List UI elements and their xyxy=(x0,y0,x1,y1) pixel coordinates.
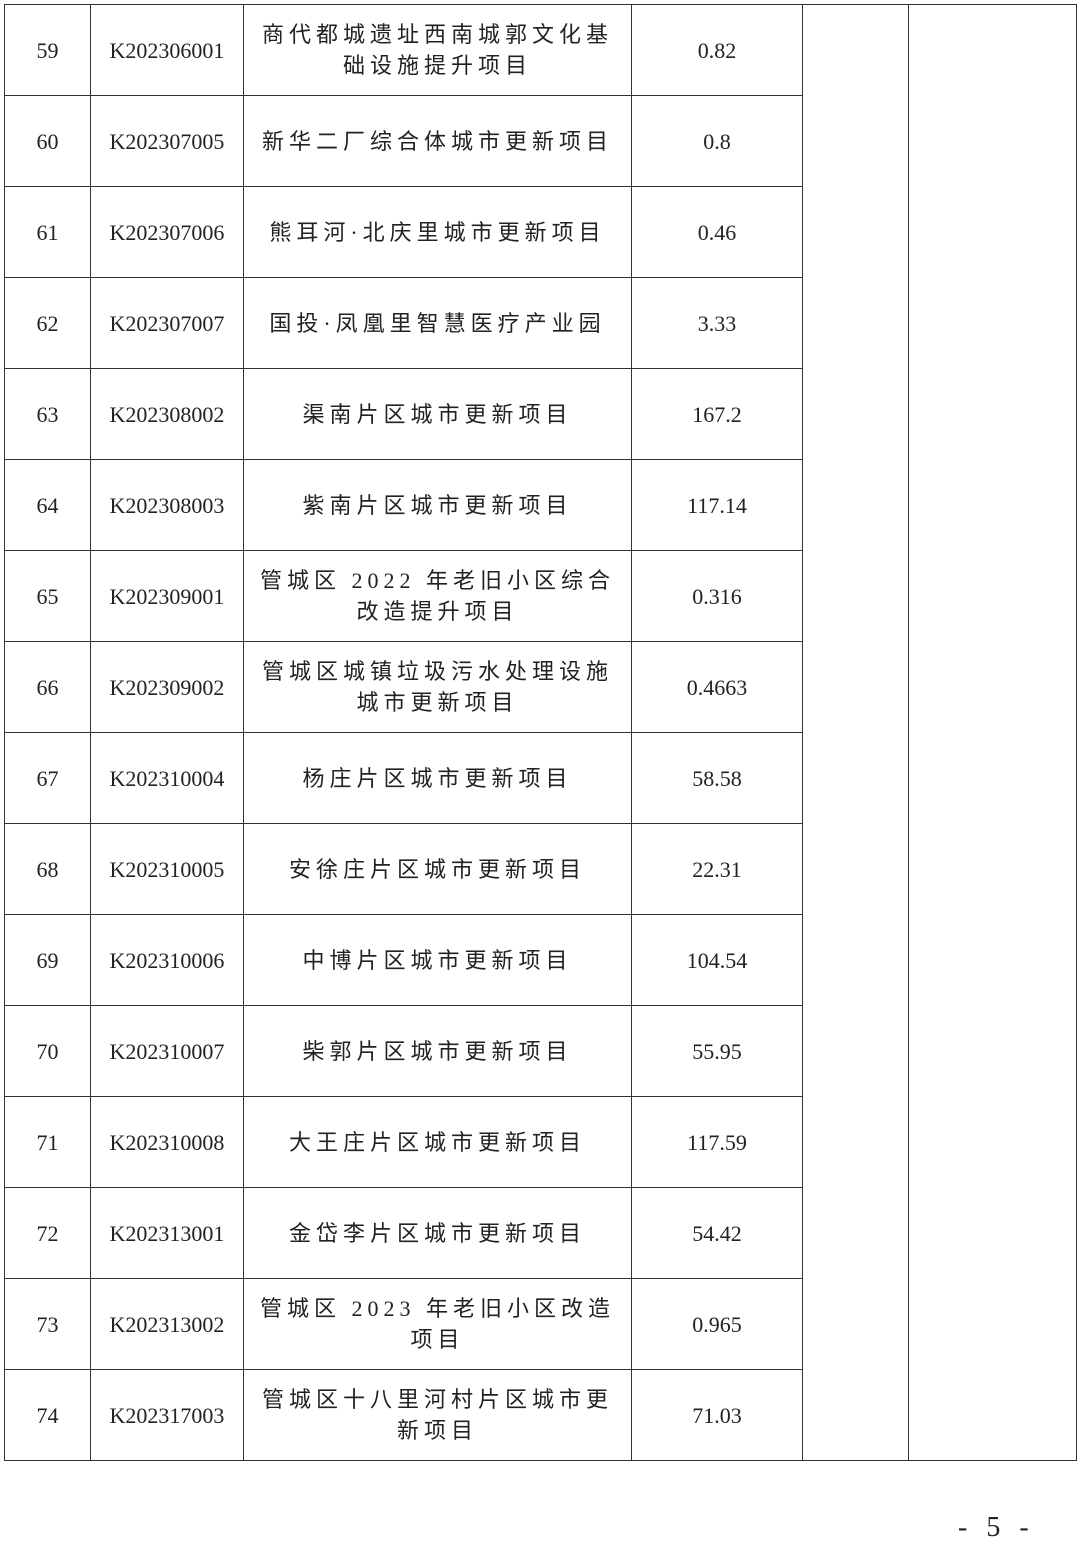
project-name-cell: 安徐庄片区城市更新项目 xyxy=(243,823,632,915)
table-row: 65 K202309001 管城区 2022 年老旧小区综合改造提升项目 0.316 xyxy=(4,550,1077,642)
project-name-cell: 大王庄片区城市更新项目 xyxy=(243,1096,632,1188)
value-cell: 0.965 xyxy=(631,1278,803,1370)
row-number-cell: 71 xyxy=(4,1096,91,1188)
project-name-cell: 渠南片区城市更新项目 xyxy=(243,368,632,460)
value-cell: 167.2 xyxy=(631,368,803,460)
row-number-cell: 59 xyxy=(4,4,91,96)
project-code-cell: K202307007 xyxy=(90,277,244,369)
project-name-cell: 管城区 2022 年老旧小区综合改造提升项目 xyxy=(243,550,632,642)
project-name-cell: 管城区城镇垃圾污水处理设施城市更新项目 xyxy=(243,641,632,733)
project-table: 59 K202306001 商代都城遗址西南城郭文化基础设施提升项目 0.82 60 K2… xyxy=(4,4,1077,1461)
row-number-cell: 64 xyxy=(4,459,91,551)
table-row: 61 K202307006 熊耳河·北庆里城市更新项目 0.46 xyxy=(4,186,1077,278)
table-row: 63 K202308002 渠南片区城市更新项目 167.2 xyxy=(4,368,1077,460)
project-name-cell: 中博片区城市更新项目 xyxy=(243,914,632,1006)
project-name-cell: 新华二厂综合体城市更新项目 xyxy=(243,95,632,187)
page-number: - 5 - xyxy=(958,1512,1035,1543)
table-row: 67 K202310004 杨庄片区城市更新项目 58.58 xyxy=(4,732,1077,824)
project-name-cell: 熊耳河·北庆里城市更新项目 xyxy=(243,186,632,278)
merged-cell-5 xyxy=(802,4,909,1461)
project-code-cell: K202308003 xyxy=(90,459,244,551)
table-row: 73 K202313002 管城区 2023 年老旧小区改造项目 0.965 xyxy=(4,1278,1077,1370)
project-code-cell: K202310006 xyxy=(90,914,244,1006)
table-row: 72 K202313001 金岱李片区城市更新项目 54.42 xyxy=(4,1187,1077,1279)
merged-cell-6 xyxy=(908,4,1077,1461)
project-code-cell: K202310007 xyxy=(90,1005,244,1097)
value-cell: 0.8 xyxy=(631,95,803,187)
project-name-cell: 杨庄片区城市更新项目 xyxy=(243,732,632,824)
row-number-cell: 68 xyxy=(4,823,91,915)
row-number-cell: 61 xyxy=(4,186,91,278)
row-number-cell: 72 xyxy=(4,1187,91,1279)
row-number-cell: 69 xyxy=(4,914,91,1006)
project-name-cell: 柴郭片区城市更新项目 xyxy=(243,1005,632,1097)
project-code-cell: K202313002 xyxy=(90,1278,244,1370)
row-number-cell: 65 xyxy=(4,550,91,642)
table-row: 70 K202310007 柴郭片区城市更新项目 55.95 xyxy=(4,1005,1077,1097)
row-number-cell: 74 xyxy=(4,1369,91,1461)
value-cell: 117.14 xyxy=(631,459,803,551)
value-cell: 104.54 xyxy=(631,914,803,1006)
value-cell: 58.58 xyxy=(631,732,803,824)
value-cell: 0.4663 xyxy=(631,641,803,733)
row-number-cell: 73 xyxy=(4,1278,91,1370)
project-name-cell: 管城区十八里河村片区城市更新项目 xyxy=(243,1369,632,1461)
project-code-cell: K202317003 xyxy=(90,1369,244,1461)
table-row: 74 K202317003 管城区十八里河村片区城市更新项目 71.03 xyxy=(4,1369,1077,1461)
project-code-cell: K202313001 xyxy=(90,1187,244,1279)
row-number-cell: 62 xyxy=(4,277,91,369)
project-code-cell: K202310004 xyxy=(90,732,244,824)
value-cell: 117.59 xyxy=(631,1096,803,1188)
project-code-cell: K202308002 xyxy=(90,368,244,460)
row-number-cell: 70 xyxy=(4,1005,91,1097)
table-row: 59 K202306001 商代都城遗址西南城郭文化基础设施提升项目 0.82 xyxy=(4,4,1077,1461)
value-cell: 54.42 xyxy=(631,1187,803,1279)
project-name-cell: 紫南片区城市更新项目 xyxy=(243,459,632,551)
project-code-cell: K202306001 xyxy=(90,4,244,96)
project-code-cell: K202309002 xyxy=(90,641,244,733)
value-cell: 22.31 xyxy=(631,823,803,915)
row-number-cell: 63 xyxy=(4,368,91,460)
value-cell: 0.46 xyxy=(631,186,803,278)
project-code-cell: K202310008 xyxy=(90,1096,244,1188)
row-number-cell: 66 xyxy=(4,641,91,733)
table-row: 68 K202310005 安徐庄片区城市更新项目 22.31 xyxy=(4,823,1077,915)
table-row: 64 K202308003 紫南片区城市更新项目 117.14 xyxy=(4,459,1077,551)
table-row: 69 K202310006 中博片区城市更新项目 104.54 xyxy=(4,914,1077,1006)
value-cell: 71.03 xyxy=(631,1369,803,1461)
project-code-cell: K202310005 xyxy=(90,823,244,915)
project-code-cell: K202307005 xyxy=(90,95,244,187)
row-number-cell: 60 xyxy=(4,95,91,187)
value-cell: 0.316 xyxy=(631,550,803,642)
value-cell: 0.82 xyxy=(631,4,803,96)
table-row: 60 K202307005 新华二厂综合体城市更新项目 0.8 xyxy=(4,95,1077,187)
value-cell: 55.95 xyxy=(631,1005,803,1097)
value-cell: 3.33 xyxy=(631,277,803,369)
project-name-cell: 管城区 2023 年老旧小区改造项目 xyxy=(243,1278,632,1370)
project-code-cell: K202309001 xyxy=(90,550,244,642)
project-name-cell: 商代都城遗址西南城郭文化基础设施提升项目 xyxy=(243,4,632,96)
project-code-cell: K202307006 xyxy=(90,186,244,278)
row-number-cell: 67 xyxy=(4,732,91,824)
project-name-cell: 金岱李片区城市更新项目 xyxy=(243,1187,632,1279)
project-name-cell: 国投·凤凰里智慧医疗产业园 xyxy=(243,277,632,369)
